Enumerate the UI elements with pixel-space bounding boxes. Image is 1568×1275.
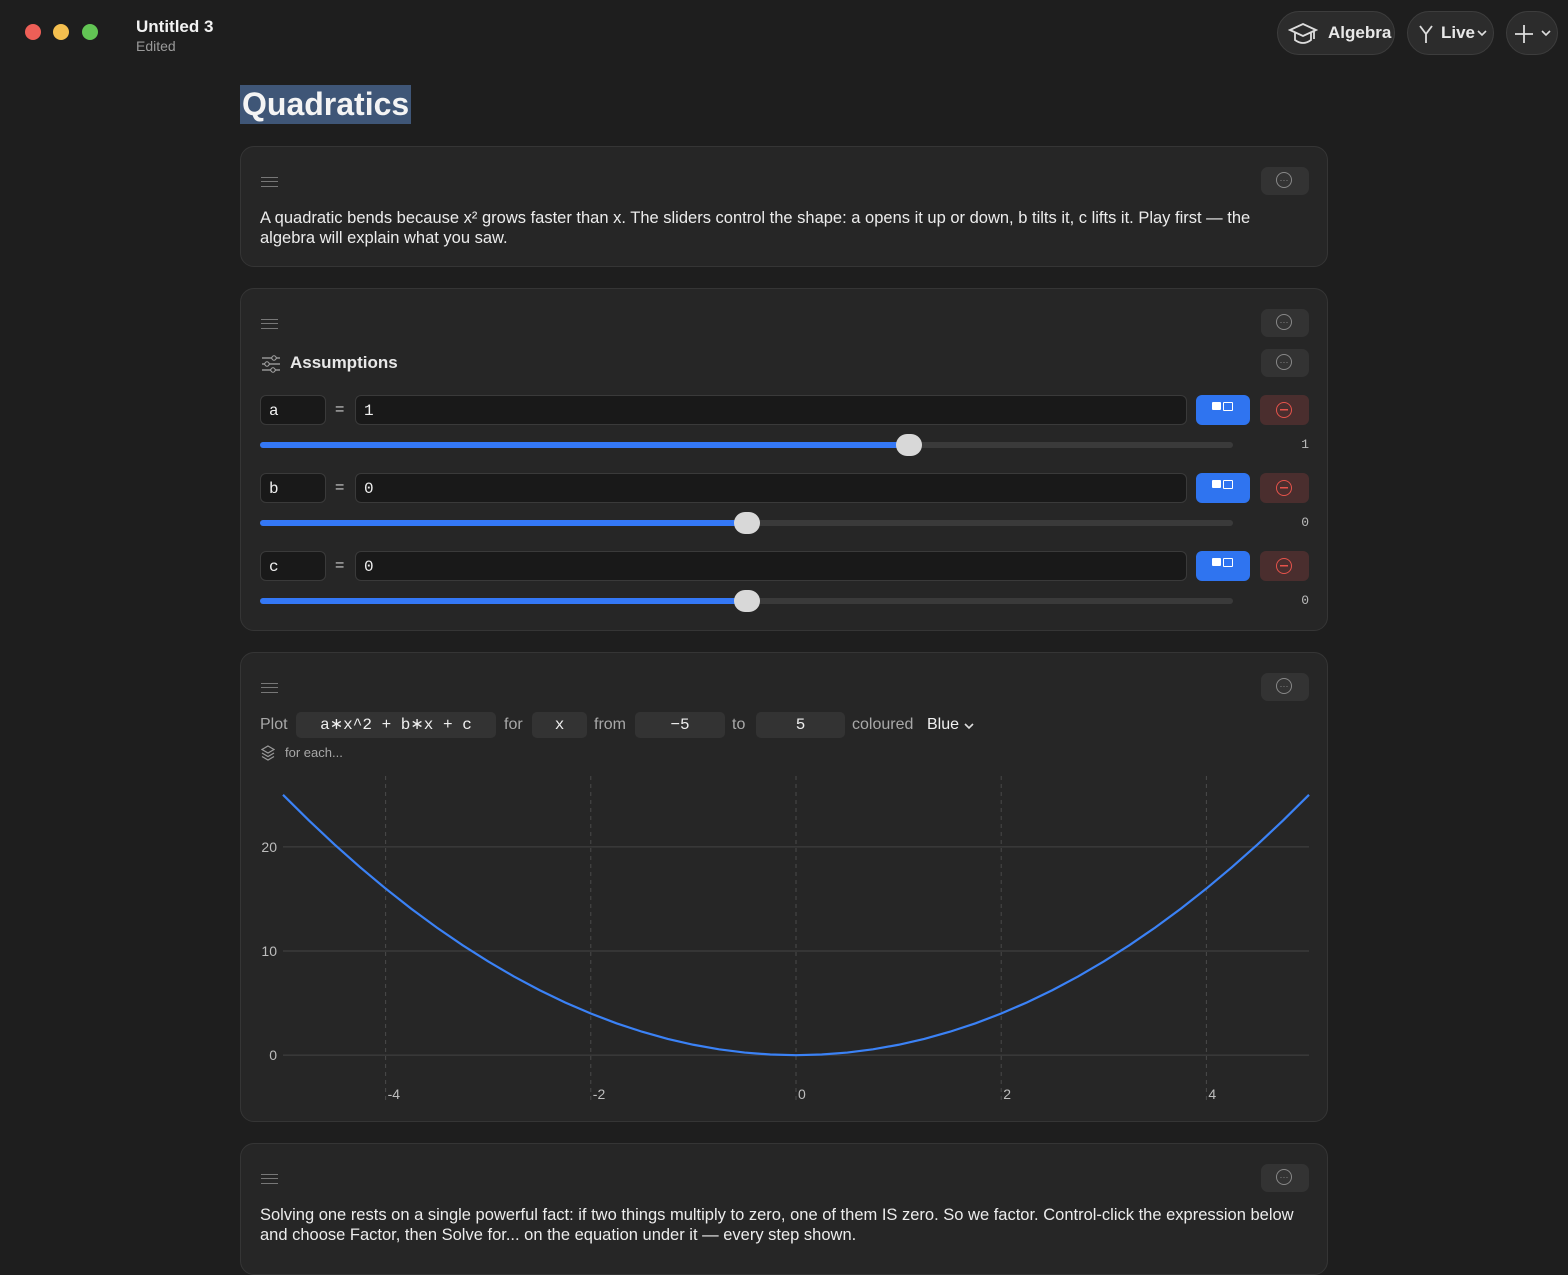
zoom-button[interactable] [82,24,98,40]
slider-readout: 0 [1301,593,1309,608]
slider-thumb[interactable] [733,590,760,612]
paragraph: A quadratic bends because x² grows faste… [260,209,1251,247]
layers-icon [261,745,275,761]
subject-button[interactable]: Algebra [1277,11,1395,55]
value-field[interactable]: 1 [355,395,1187,425]
value-field[interactable]: 0 [355,551,1187,581]
slider-thumb[interactable] [895,434,922,456]
y-tick-label: 20 [261,839,277,855]
paragraph: Solving one rests on a single powerful f… [260,1206,1294,1244]
slider-track[interactable] [260,590,1233,612]
text-block: Solving one rests on a single powerful f… [240,1143,1328,1275]
more-button[interactable] [1261,309,1309,337]
document-title[interactable]: Quadratics [240,85,412,124]
add-assumption-button[interactable] [1261,349,1309,377]
slider-toggle-button[interactable] [1196,473,1250,503]
plot-block: Plot a∗x^2 + b∗x + c for x from −5 to 5 … [240,652,1328,1122]
graduation-cap-icon [1288,23,1318,44]
assumptions-block: Assumptions a=11b=00c=00 [240,288,1328,631]
y-tick-label: 10 [261,943,277,959]
value-field[interactable]: 0 [355,473,1187,503]
branch-icon [1419,25,1433,43]
slider-fill [260,520,747,526]
assumptions-heading: Assumptions [290,353,398,372]
slider-fill [260,598,747,604]
more-button[interactable] [1261,673,1309,701]
remove-button[interactable] [1260,473,1309,503]
variable-name-field[interactable]: b [260,473,326,503]
drag-handle[interactable] [261,177,278,187]
window-title: Untitled 3 [136,17,214,36]
variable-name-field[interactable]: a [260,395,326,425]
minimize-button[interactable] [53,24,69,40]
remove-button[interactable] [1260,551,1309,581]
plot-label: Plot [260,716,288,733]
slider-thumb[interactable] [733,512,760,534]
variable-field[interactable]: x [532,712,587,738]
x-tick-label: -2 [593,1086,606,1102]
more-button[interactable] [1261,167,1309,195]
variable-name-field[interactable]: c [260,551,326,581]
remove-button[interactable] [1260,395,1309,425]
subject-label: Algebra [1328,23,1392,42]
plot-command: Plot a∗x^2 + b∗x + c for x from −5 to 5 … [241,712,1327,738]
slider-readout: 0 [1301,515,1309,530]
colour-picker[interactable]: Blue [927,716,960,733]
chevron [1477,30,1487,37]
window-status: Edited [136,38,176,54]
x-tick-label: 0 [798,1086,806,1102]
equals-sign: = [335,557,345,574]
for-label: for [504,716,523,733]
more-button[interactable] [1261,1164,1309,1192]
x-tick-label: 4 [1208,1086,1216,1102]
x-tick-label: -4 [388,1086,401,1102]
x-tick-label: 2 [1003,1086,1011,1102]
drag-handle[interactable] [261,1174,278,1184]
expression-field[interactable]: a∗x^2 + b∗x + c [296,712,496,738]
from-label: from [594,716,626,733]
slider-track[interactable] [260,434,1233,456]
drag-handle[interactable] [261,319,278,329]
slider-fill [260,442,909,448]
y-tick-label: 0 [269,1047,277,1063]
mode-button[interactable]: Live [1407,11,1494,55]
add-menu-button[interactable] [1506,11,1558,55]
curve [282,794,1310,1057]
slider-toggle-button[interactable] [1196,395,1250,425]
slider-toggle-button[interactable] [1196,551,1250,581]
sliders-icon [262,355,280,373]
for-each-link[interactable]: for each... [285,745,343,760]
text-block: A quadratic bends because x² grows faste… [240,146,1328,267]
equals-sign: = [335,479,345,496]
slider-track[interactable] [260,512,1233,534]
mode-label: Live [1441,23,1476,42]
coloured-label: coloured [852,716,914,733]
chevron [964,723,974,730]
drag-handle[interactable] [261,683,278,693]
to-label: to [732,716,746,733]
from-field[interactable]: −5 [635,712,725,738]
chart: 0 10 20 -4 -2 0 2 4 [261,776,1310,1102]
equals-sign: = [335,401,345,418]
plus-icon [1515,25,1551,43]
close-button[interactable] [25,24,41,40]
slider-readout: 1 [1301,437,1309,452]
to-field[interactable]: 5 [756,712,845,738]
